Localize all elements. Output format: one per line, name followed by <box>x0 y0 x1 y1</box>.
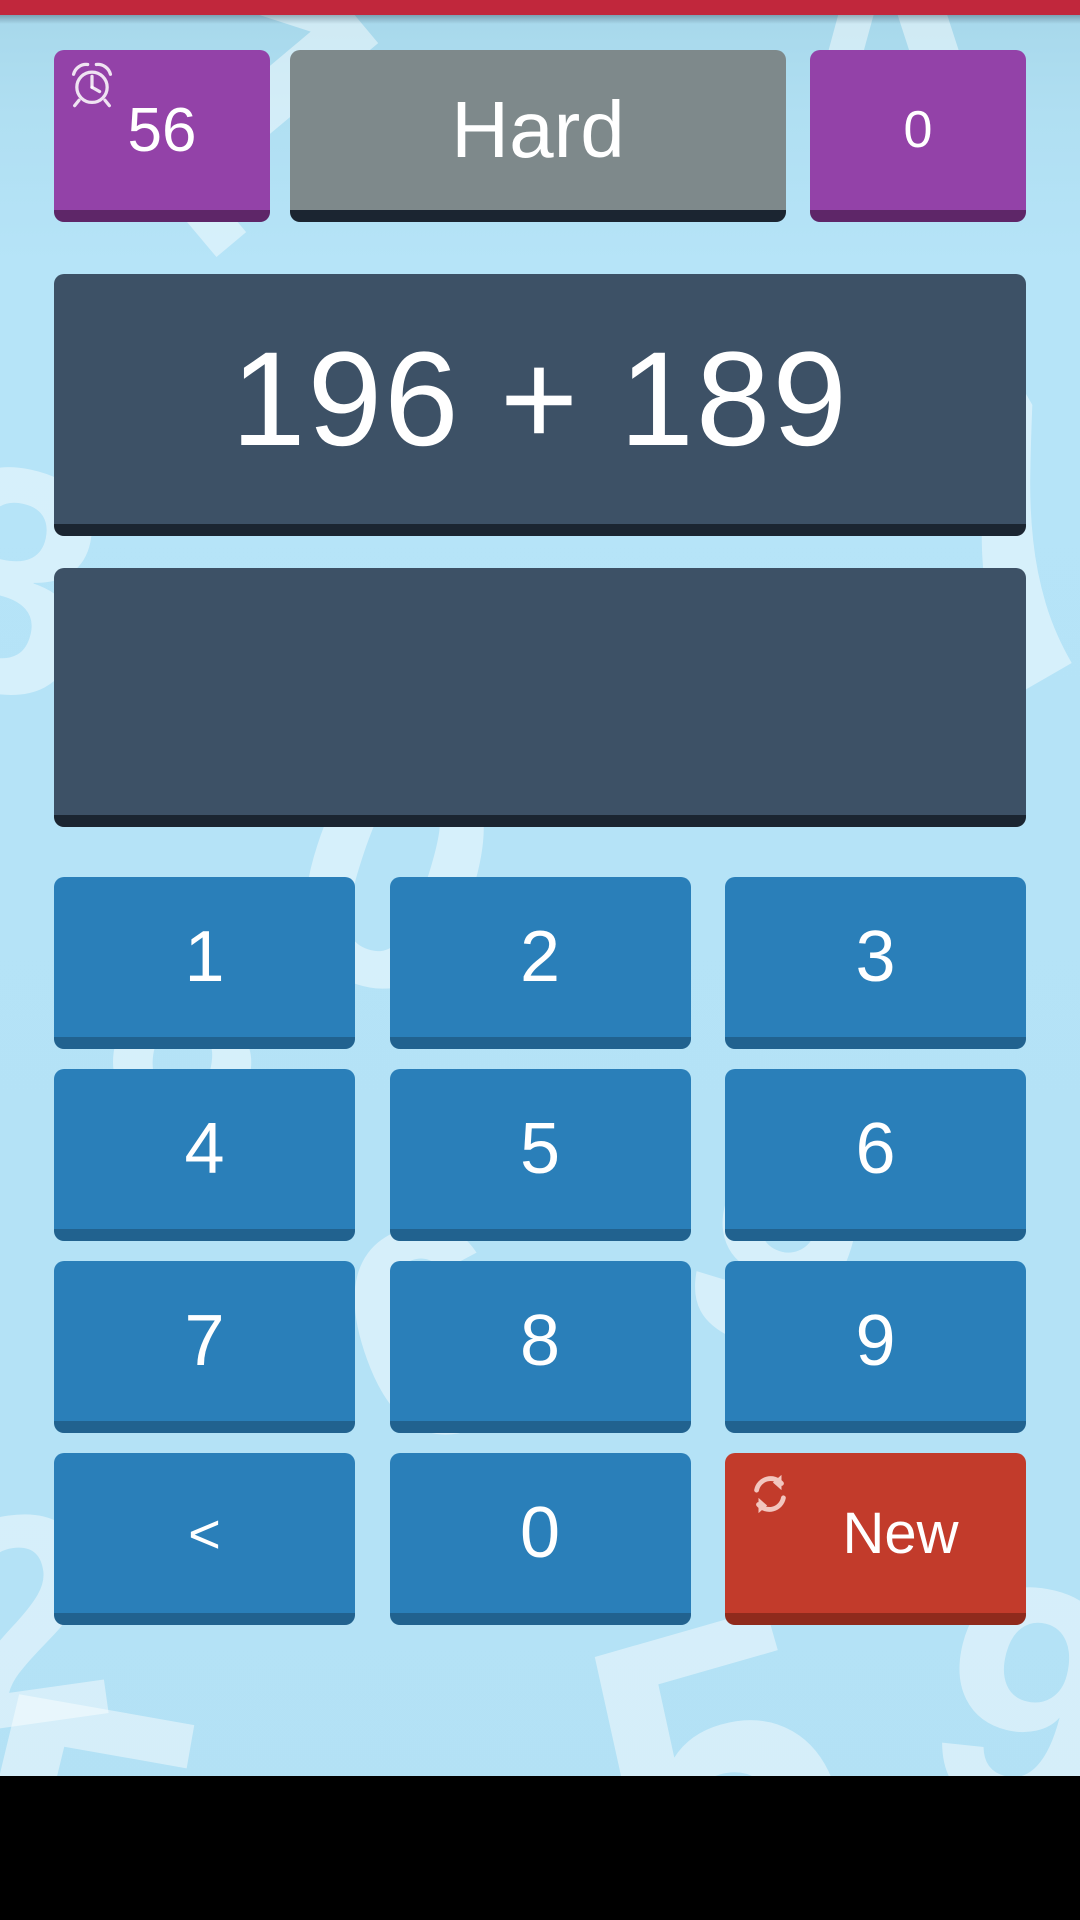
key-label: 9 <box>855 1301 896 1381</box>
android-navigation-bar <box>0 1776 1080 1920</box>
refresh-icon <box>754 1474 786 1514</box>
key-1[interactable]: 1 <box>54 877 355 1049</box>
difficulty-label: Hard <box>451 85 625 174</box>
key-label: 8 <box>519 1301 561 1381</box>
score-value: 0 <box>903 101 933 159</box>
score-tile: 0 <box>810 50 1026 222</box>
timer-value: 56 <box>127 95 197 165</box>
difficulty-button[interactable]: Hard <box>290 50 786 222</box>
problem-text: 196 + 189 <box>231 324 849 474</box>
problem-display: 196 + 189 <box>54 274 1026 536</box>
key-label: 6 <box>855 1109 896 1189</box>
status-bar <box>0 0 1080 15</box>
key-0[interactable]: 0 <box>389 1453 691 1625</box>
key-7[interactable]: 7 <box>54 1261 355 1433</box>
answer-display <box>54 568 1026 827</box>
key-label: 1 <box>184 917 225 997</box>
status-bar-shadow <box>0 15 1080 24</box>
key-label: New <box>842 1500 959 1566</box>
key-label: 2 <box>519 917 561 997</box>
key-3[interactable]: 3 <box>725 877 1026 1049</box>
key-label: < <box>188 1501 221 1565</box>
key-backspace[interactable]: < <box>54 1453 355 1625</box>
key-8[interactable]: 8 <box>389 1261 691 1433</box>
key-9[interactable]: 9 <box>725 1261 1026 1433</box>
keypad: 1 2 3 4 5 6 7 8 9 < 0 New <box>54 877 1026 1625</box>
key-5[interactable]: 5 <box>389 1069 691 1241</box>
key-6[interactable]: 6 <box>725 1069 1026 1241</box>
new-problem-button[interactable]: New <box>725 1453 1026 1625</box>
key-label: 7 <box>184 1301 225 1381</box>
key-label: 5 <box>519 1109 561 1189</box>
key-4[interactable]: 4 <box>54 1069 355 1241</box>
key-label: 4 <box>184 1109 225 1189</box>
key-label: 3 <box>855 917 896 997</box>
alarm-clock-icon <box>71 62 113 108</box>
key-label: 0 <box>519 1493 561 1573</box>
key-2[interactable]: 2 <box>389 877 691 1049</box>
timer-tile: 56 <box>54 50 270 222</box>
